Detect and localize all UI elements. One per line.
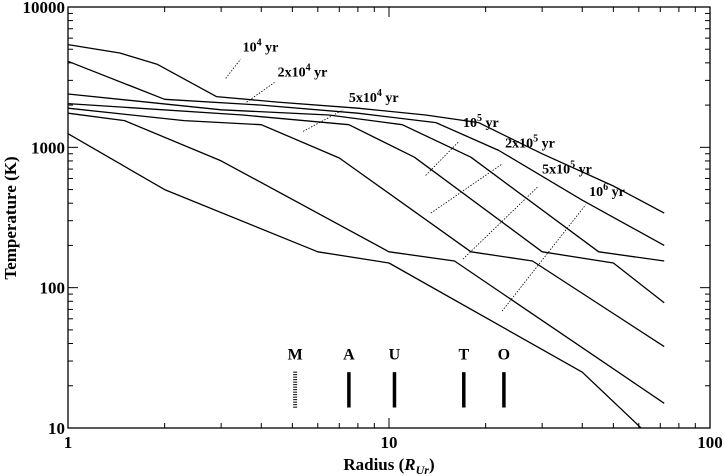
moon-tick xyxy=(293,371,298,408)
series-label-exp: 5 xyxy=(570,160,575,171)
label-leader xyxy=(225,58,241,79)
series-label: 2x105 yr xyxy=(505,133,555,151)
label-leaders xyxy=(225,58,587,312)
moon-label: A xyxy=(343,346,355,363)
y-tick-labels: 10 100 1000 10000 xyxy=(23,0,66,438)
series-label-base: 2x10 xyxy=(278,65,306,80)
label-leader xyxy=(430,163,503,214)
series-label-exp: 6 xyxy=(603,182,608,193)
series-label-base: 5x10 xyxy=(349,91,377,106)
series-label-unit: yr xyxy=(575,163,592,178)
y-tick-label: 100 xyxy=(40,279,66,298)
series-label-exp: 4 xyxy=(377,88,382,99)
series-line xyxy=(67,93,665,262)
series-label: 106 yr xyxy=(589,182,625,200)
series-label-base: 5x10 xyxy=(542,163,570,178)
series-line xyxy=(67,112,665,404)
series-label-unit: yr xyxy=(482,116,499,131)
series-line xyxy=(67,102,665,304)
x-tick-label: 10 xyxy=(381,433,398,452)
moon-label: U xyxy=(389,346,401,363)
series-label-unit: yr xyxy=(538,136,555,151)
series-label-base: 2x10 xyxy=(505,136,533,151)
x-tick-label: 1 xyxy=(64,433,73,452)
series-line xyxy=(67,60,665,246)
series-label: 2x104 yr xyxy=(278,62,328,80)
axis-ticks xyxy=(67,7,710,429)
series-label-exp: 4 xyxy=(306,62,311,73)
series-label-unit: yr xyxy=(311,65,328,80)
series-label: 5x104 yr xyxy=(349,88,399,106)
series-label-unit: yr xyxy=(382,91,399,106)
series-lines xyxy=(67,43,665,429)
y-tick-label: 1000 xyxy=(31,138,65,157)
y-tick-label: 10000 xyxy=(23,0,66,17)
series-label-base: 10 xyxy=(589,185,603,200)
series-label: 5x105 yr xyxy=(542,160,592,178)
series-label-exp: 4 xyxy=(257,38,262,49)
series-label-base: 10 xyxy=(243,41,257,56)
series-line xyxy=(67,107,665,348)
moon-label: O xyxy=(498,346,510,363)
series-line xyxy=(67,133,642,429)
series-label-exp: 5 xyxy=(477,113,482,124)
series-label-exp: 5 xyxy=(533,133,538,144)
label-leader xyxy=(462,186,538,260)
series-label-unit: yr xyxy=(262,41,279,56)
series-line xyxy=(67,43,665,214)
x-tick-label: 100 xyxy=(697,433,723,452)
x-tick-labels: 1 10 100 xyxy=(64,433,723,452)
x-axis-title: Radius (RUr) xyxy=(343,455,434,476)
series-label-unit: yr xyxy=(608,185,625,200)
series-label: 105 yr xyxy=(463,113,499,131)
label-leader xyxy=(246,82,275,103)
moon-label: M xyxy=(288,346,303,363)
y-axis-title: Temperature (K) xyxy=(1,156,20,279)
moon-label: T xyxy=(458,346,469,363)
y-tick-label: 10 xyxy=(48,419,65,438)
series-label-base: 10 xyxy=(463,116,477,131)
label-leader xyxy=(425,141,460,176)
series-label: 104 yr xyxy=(243,38,279,56)
